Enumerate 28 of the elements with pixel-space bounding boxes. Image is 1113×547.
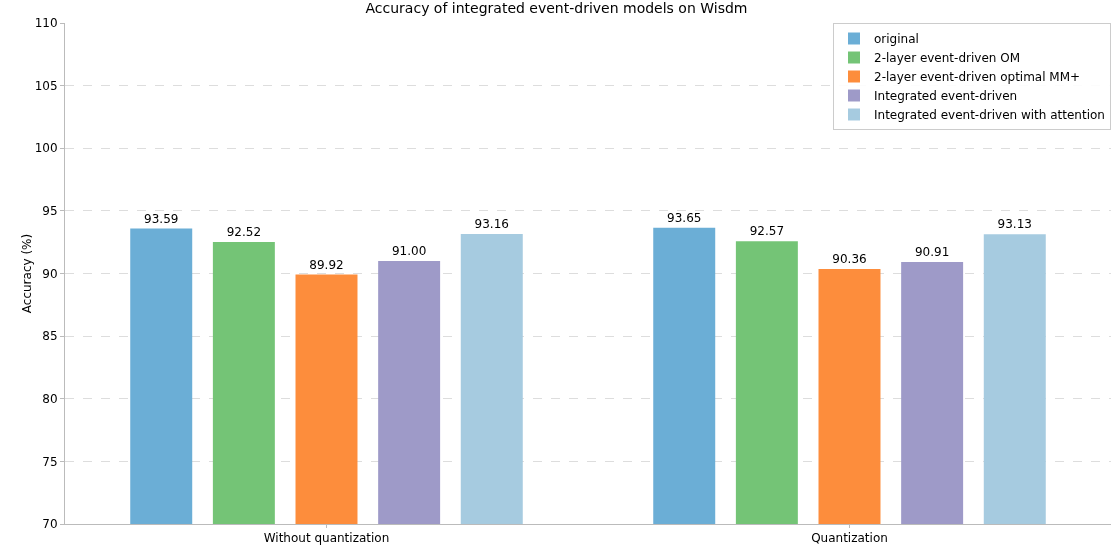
y-tick-label: 100 xyxy=(34,141,58,156)
data-label: 93.16 xyxy=(474,216,509,231)
data-label: 93.65 xyxy=(667,210,702,225)
y-tick-label: 105 xyxy=(34,78,58,93)
legend-label: Integrated event-driven xyxy=(874,89,1018,104)
data-label: 90.36 xyxy=(832,251,867,266)
x-tick-label: Without quantization xyxy=(263,531,390,546)
y-tick-label: 70 xyxy=(42,517,58,532)
y-tick-label: 95 xyxy=(42,204,58,219)
legend-label: 2-layer event-driven optimal MM+ xyxy=(874,70,1081,85)
y-tick-label: 90 xyxy=(42,266,58,281)
data-label: 92.57 xyxy=(749,224,785,239)
y-tick-label: 85 xyxy=(42,329,58,344)
legend-label: original xyxy=(874,32,919,47)
y-tick-label: 80 xyxy=(42,391,58,406)
y-tick-label: 75 xyxy=(42,454,58,469)
data-label: 92.52 xyxy=(226,224,262,239)
data-label: 93.59 xyxy=(144,211,179,226)
legend-label: 2-layer event-driven OM xyxy=(874,51,1020,66)
y-tick-label: 110 xyxy=(34,16,58,31)
data-label: 89.92 xyxy=(309,257,344,272)
data-label: 91.00 xyxy=(391,243,427,258)
y-axis-title: Accuracy (%) xyxy=(20,233,34,314)
chart-title: Accuracy of integrated event-driven models on Wisdm xyxy=(365,0,748,16)
x-tick-label: Quantization xyxy=(811,531,888,546)
data-label: 93.13 xyxy=(997,217,1032,232)
legend-label: Integrated event-driven with attention xyxy=(874,108,1105,123)
data-label: 90.91 xyxy=(914,245,950,260)
